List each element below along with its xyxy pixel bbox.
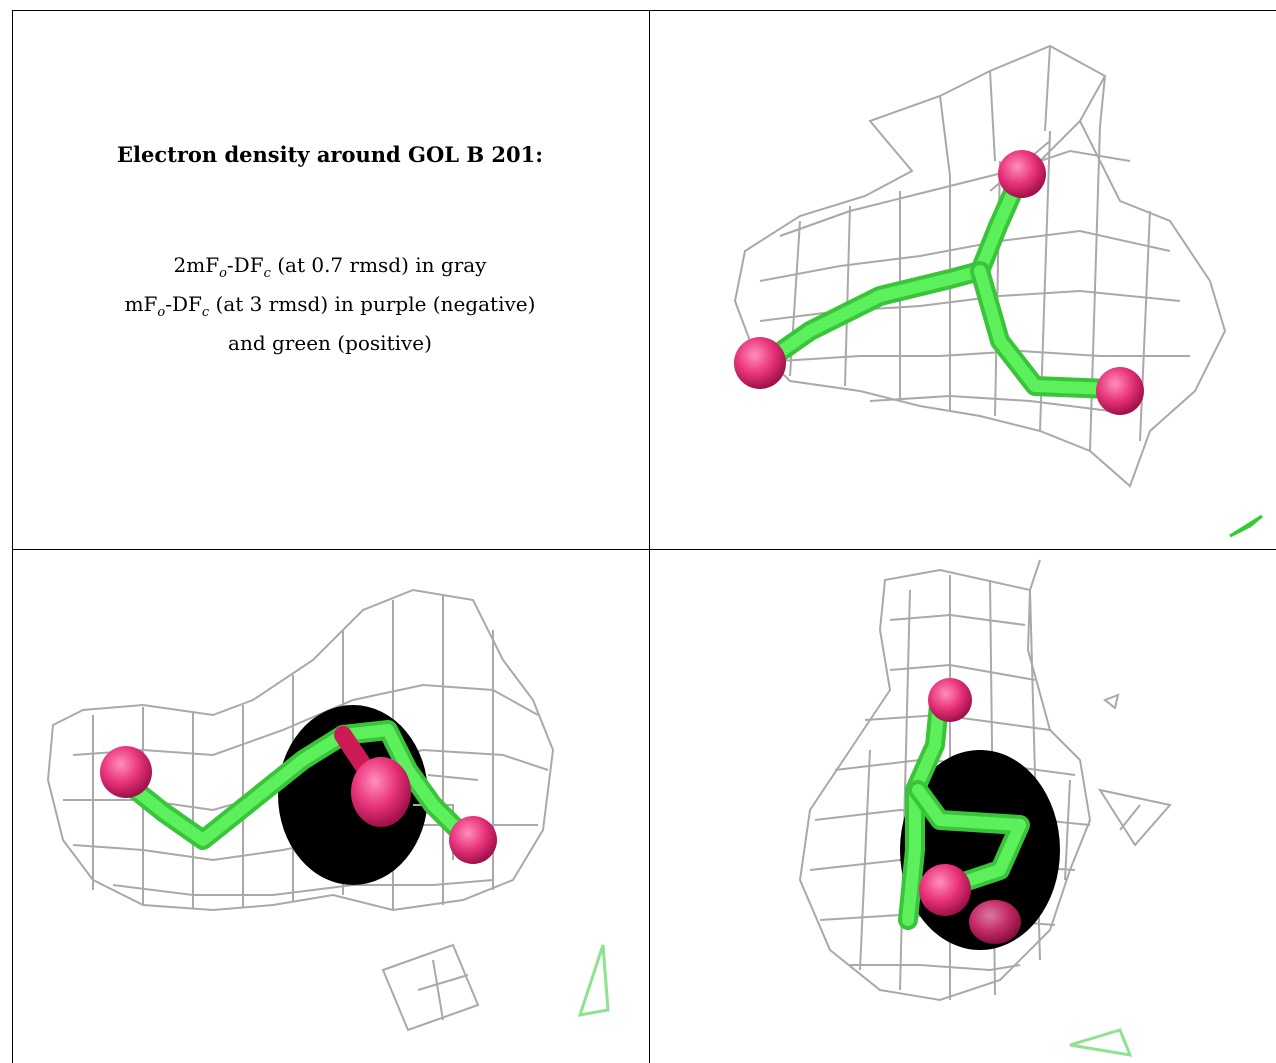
density-view-2 — [13, 550, 649, 1063]
top-border — [12, 10, 1276, 11]
map-fo-fc-line: mFo-DFc (at 3 rmsd) in purple (negative) — [124, 292, 536, 320]
outer-left-border — [12, 10, 13, 1063]
positive-density-blob — [1229, 514, 1263, 538]
density-view-3-image — [798, 559, 1172, 1057]
density-view-1-image — [733, 44, 1263, 538]
figure-title: Electron density around GOL B 201: — [117, 142, 543, 167]
density-view-2-image — [46, 588, 610, 1032]
positive-density-blob — [1069, 1028, 1133, 1057]
figure-description: 2mFo-DFc (at 0.7 rmsd) in gray mFo-DFc (… — [12, 250, 648, 358]
density-view-3 — [650, 550, 1276, 1063]
map-2fo-fc-line: 2mFo-DFc (at 0.7 rmsd) in gray — [173, 253, 487, 281]
positive-density-blob — [577, 944, 610, 1017]
glycerol-model-icon — [734, 150, 1144, 415]
center-divider — [649, 10, 650, 1063]
figure-grid: Electron density around GOL B 201: 2mFo-… — [12, 10, 1276, 1063]
glycerol-model-icon — [100, 720, 497, 864]
positive-density-line: and green (positive) — [228, 331, 432, 355]
glycerol-model-icon — [898, 678, 1030, 944]
gray-density-fragment — [381, 943, 480, 1032]
caption-cell: Electron density around GOL B 201: 2mFo-… — [12, 10, 648, 550]
middle-divider — [12, 549, 1276, 550]
density-view-1 — [650, 11, 1276, 549]
